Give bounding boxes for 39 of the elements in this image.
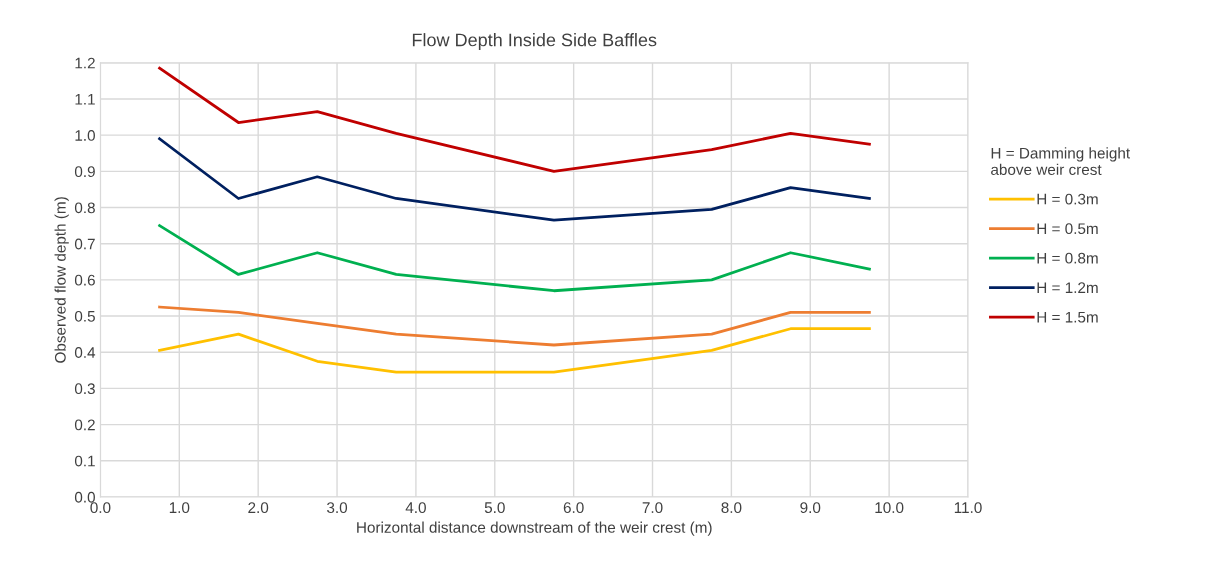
- line-series: [158, 137, 871, 222]
- y-tick-label: 1.1: [75, 94, 95, 105]
- legend-label: H = 0.5m: [1037, 223, 1098, 235]
- y-axis-title: Observed flow depth (m): [54, 197, 69, 363]
- x-tick-label: 1.0: [169, 502, 190, 514]
- x-tick-label: 8.0: [721, 502, 742, 514]
- legend-label: H = 0.8m: [1037, 252, 1098, 264]
- y-tick-label: 0.1: [74, 455, 95, 467]
- x-tick-label: 7.0: [642, 502, 663, 514]
- x-tick-label: 0.0: [90, 502, 111, 514]
- y-tick-label: 0.4: [74, 347, 96, 358]
- line-series: [158, 327, 871, 374]
- x-tick-label: 2.0: [248, 502, 269, 514]
- x-tick-label: 3.0: [327, 502, 348, 514]
- line-series: [158, 224, 871, 293]
- y-tick-label: 1.2: [75, 57, 95, 69]
- x-tick-label: 4.0: [405, 502, 426, 514]
- x-tick-label: 10.0: [875, 502, 904, 514]
- legend-title: H = Damming height above weir crest: [991, 147, 1130, 176]
- legend-label: H = 0.3m: [1037, 193, 1098, 205]
- y-tick-label: 0.8: [74, 202, 95, 214]
- x-tick-label: 9.0: [800, 502, 821, 514]
- y-tick-label: 0.6: [74, 274, 95, 286]
- chart-title: Flow Depth Inside Side Baffles: [412, 33, 657, 50]
- y-tick-label: 0.0: [74, 491, 95, 503]
- y-tick-label: 1.0: [75, 130, 95, 141]
- x-tick-label: 6.0: [563, 502, 584, 514]
- line-series: [158, 66, 871, 173]
- legend-label: H = 1.5m: [1037, 311, 1098, 323]
- y-tick-label: 0.2: [74, 419, 95, 431]
- x-tick-label: 11.0: [954, 502, 982, 514]
- x-axis-title: Horizontal distance downstream of the weir crest (m): [357, 521, 712, 536]
- legend-label: H = 1.2m: [1037, 282, 1098, 293]
- x-tick-label: 5.0: [484, 502, 505, 514]
- y-tick-label: 0.7: [74, 238, 95, 250]
- line-series: [158, 305, 871, 347]
- y-tick-label: 0.5: [74, 310, 95, 322]
- y-tick-label: 0.3: [74, 383, 95, 395]
- y-tick-label: 0.9: [74, 166, 95, 178]
